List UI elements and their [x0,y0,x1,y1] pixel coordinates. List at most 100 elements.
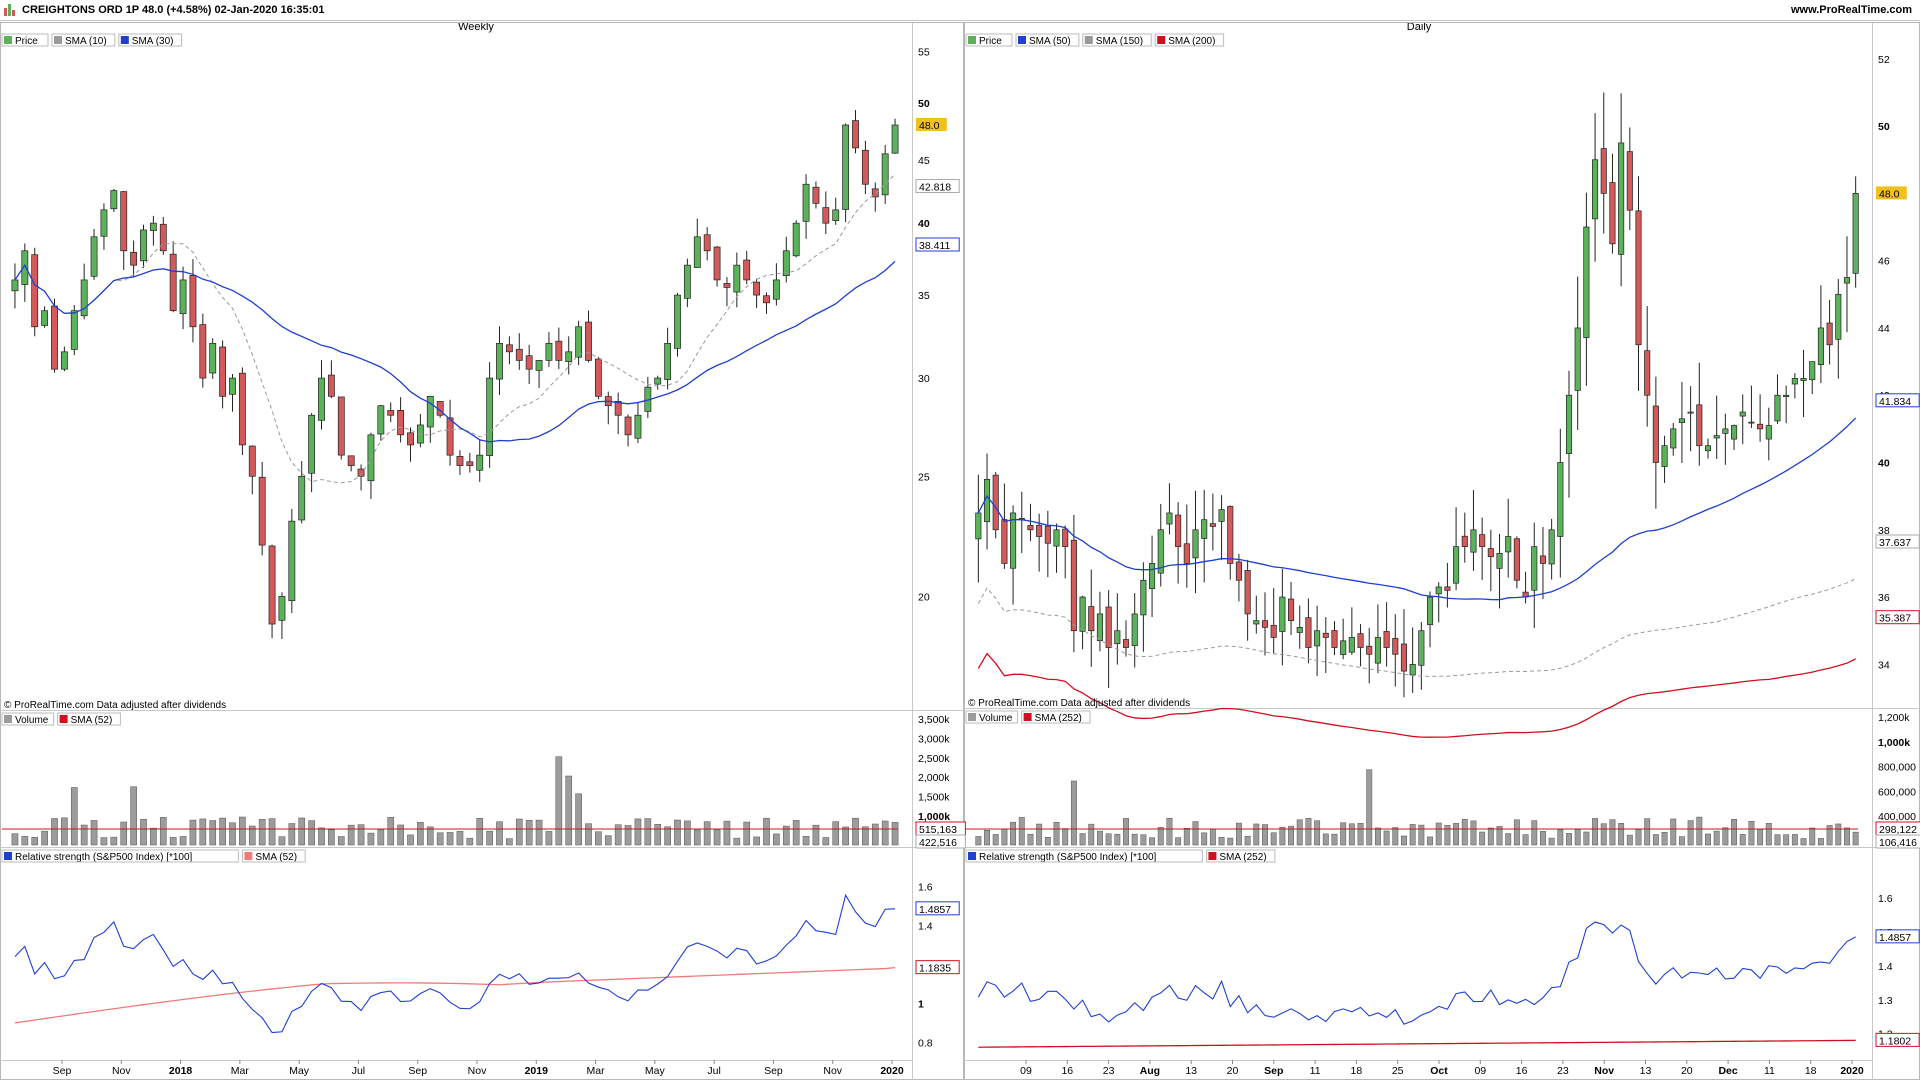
weekly-candle [159,223,167,252]
daily-candle [1783,394,1790,398]
weekly-candle [505,344,513,353]
weekly-volume-bar [21,836,29,846]
weekly-candle [229,377,236,395]
daily-x-label-3: Aug [1140,1065,1160,1077]
daily-candle [1340,640,1347,655]
daily-x-label-14: Nov [1594,1065,1614,1077]
weekly-price-tick-4: 35 [918,290,930,302]
weekly-volume-tick-2: 2,500k [918,753,950,765]
weekly-candle [743,259,751,281]
daily-candle [1140,579,1147,616]
daily-candle [992,474,999,531]
daily-candle [1644,350,1651,396]
weekly-candle [199,324,207,379]
weekly-volume-bar [229,822,236,846]
weekly-x-label-2: 2018 [169,1065,193,1077]
weekly-candle [179,279,187,315]
daily-rs-badge-0-bg [1875,929,1920,944]
daily-volume-bar [1314,820,1321,846]
weekly-rs-badge-1-bg [915,960,960,975]
daily-volume-bar [1496,826,1503,846]
daily-candle [1044,525,1051,544]
weekly-volume-bar [446,832,454,846]
weekly-rs-badge-0: 1.4857 [919,904,951,916]
daily-volume-bar [1522,834,1529,846]
daily-volume-bar [1540,831,1546,846]
weekly-volume-bar [486,830,493,846]
weekly-candle [169,253,177,312]
weekly-x-label-5: Jul [352,1065,365,1077]
weekly-candle [337,396,345,456]
daily-candle [1800,378,1807,381]
daily-volume-legend-label-1: SMA (252) [1035,713,1082,724]
daily-volume-bar [1774,834,1781,846]
weekly-volume-bar [842,826,849,846]
daily-x-label-1: 16 [1061,1065,1073,1077]
daily-candle [1435,586,1442,595]
weekly-volume-bar [525,819,533,846]
weekly-price-legend-label-2: SMA (30) [132,36,174,47]
weekly-volume-bar [496,821,503,846]
daily-volume-bar [1383,830,1390,846]
daily-x-label-4: 13 [1185,1065,1197,1077]
daily-candle [1036,524,1043,537]
daily-volume-bar [1791,834,1798,846]
weekly-candle [416,424,424,444]
weekly-price-legend-swatch-1 [54,36,62,44]
weekly-candle [585,321,592,361]
daily-x-label-16: 20 [1681,1065,1693,1077]
weekly-sma30-line [14,260,896,443]
daily-volume-bar [1296,819,1303,846]
daily-candle [1696,404,1703,447]
daily-candle [1592,159,1599,220]
weekly-sma10-line [14,173,896,484]
weekly-x-label-13: Nov [823,1065,842,1077]
daily-candle [1166,512,1173,525]
weekly-x-label-14: 2020 [880,1065,904,1077]
weekly-volume-bar [199,818,207,846]
daily-candle [1010,512,1017,569]
weekly-volume-bar [684,820,691,846]
daily-volume-bar [1705,833,1711,846]
weekly-price-legend-swatch-0 [4,36,12,44]
weekly-candle [41,310,49,326]
daily-volume-bar [1852,831,1859,846]
weekly-price-legend-label-0: Price [15,36,38,47]
daily-volume-legend-box-0 [965,710,1019,724]
daily-candle [1453,546,1460,584]
daily-volume-bar [1053,822,1060,846]
website-link[interactable]: www.ProRealTime.com [1790,4,1912,16]
daily-candle [1817,327,1824,365]
daily-volume-bar [1418,824,1425,846]
weekly-volume-bar [822,837,830,846]
daily-price-legend-swatch-0 [968,36,976,44]
daily-x-label-15: 13 [1640,1065,1652,1077]
weekly-candle [149,222,157,231]
daily-x-label-5: 20 [1227,1065,1239,1077]
daily-candle [1253,620,1260,625]
weekly-candle [120,191,128,252]
weekly-volume-bar [773,833,780,846]
daily-candle [1626,151,1633,211]
weekly-candle [209,342,217,374]
weekly-candle [545,342,553,361]
weekly-volume-bar [703,821,711,846]
daily-volume-bar [1018,817,1025,846]
daily-candle [1288,598,1295,621]
weekly-candle [496,342,503,380]
daily-volume-tick-2: 800,000 [1878,762,1916,774]
daily-rs-badge-1-bg [1875,1032,1920,1047]
daily-candle [1070,539,1077,632]
weekly-candle [298,475,306,521]
daily-volume-bar [1244,835,1251,846]
daily-x-label-2: 23 [1103,1065,1115,1077]
daily-price-badge-1: 41.834 [1879,396,1911,408]
daily-volume-bar [1696,816,1703,846]
daily-candle [1574,327,1581,391]
daily-candle [1487,548,1494,558]
weekly-candle [565,351,573,362]
daily-candle [1001,519,1008,564]
weekly-candle [476,454,484,471]
daily-candle [1357,633,1364,648]
